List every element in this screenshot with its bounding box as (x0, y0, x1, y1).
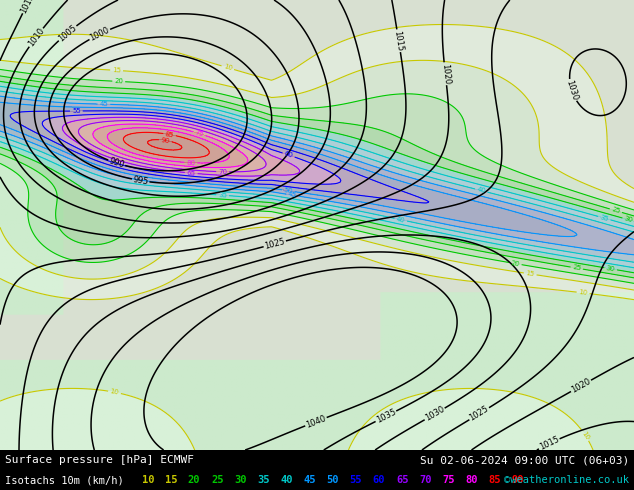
Text: 80: 80 (186, 160, 195, 166)
Text: 20: 20 (188, 475, 200, 485)
Text: 10: 10 (141, 475, 154, 485)
Text: 1030: 1030 (424, 405, 446, 423)
Text: 40: 40 (280, 475, 293, 485)
Text: 40: 40 (396, 216, 406, 223)
Text: 990: 990 (108, 156, 126, 170)
Text: 85: 85 (165, 131, 174, 138)
Text: 1040: 1040 (304, 414, 327, 430)
Text: 1015: 1015 (19, 0, 37, 14)
Text: 1030: 1030 (564, 79, 579, 102)
Text: 30: 30 (234, 475, 247, 485)
Text: 35: 35 (599, 214, 609, 222)
Text: 85: 85 (488, 475, 501, 485)
Text: 15: 15 (526, 270, 535, 277)
Text: 45: 45 (100, 101, 108, 107)
Text: 1015: 1015 (392, 30, 404, 52)
Text: 15: 15 (165, 475, 178, 485)
Text: Surface pressure [hPa] ECMWF: Surface pressure [hPa] ECMWF (5, 455, 194, 465)
Text: 45: 45 (288, 192, 297, 199)
Text: 90: 90 (512, 475, 524, 485)
Text: ©weatheronline.co.uk: ©weatheronline.co.uk (504, 475, 629, 485)
Text: 80: 80 (465, 475, 478, 485)
Text: 70: 70 (218, 169, 227, 175)
Text: 25: 25 (211, 475, 224, 485)
Text: 10: 10 (223, 64, 233, 72)
Text: 40: 40 (476, 187, 486, 195)
Text: 55: 55 (72, 108, 81, 114)
Text: 75: 75 (442, 475, 455, 485)
Text: 70: 70 (419, 475, 432, 485)
Text: 50: 50 (327, 475, 339, 485)
Text: 1020: 1020 (440, 63, 451, 85)
Text: 65: 65 (186, 170, 196, 176)
Text: 10: 10 (110, 389, 119, 396)
Text: 1025: 1025 (468, 404, 491, 423)
Text: 20: 20 (510, 260, 520, 267)
Text: 65: 65 (396, 475, 408, 485)
Text: 1000: 1000 (88, 25, 111, 43)
Text: 995: 995 (132, 175, 149, 186)
Text: Isotachs 10m (km/h): Isotachs 10m (km/h) (5, 475, 124, 485)
Text: 20: 20 (114, 78, 124, 85)
Text: 35: 35 (218, 192, 228, 198)
Text: 25: 25 (572, 265, 581, 272)
Text: 1005: 1005 (56, 23, 79, 43)
Text: 1035: 1035 (375, 408, 398, 425)
Text: 10: 10 (578, 290, 588, 296)
Text: 45: 45 (304, 475, 316, 485)
Text: 25: 25 (611, 207, 621, 215)
Text: 50: 50 (283, 187, 293, 195)
Text: 75: 75 (194, 129, 204, 138)
Text: 1015: 1015 (538, 435, 560, 452)
Text: 1010: 1010 (26, 26, 46, 49)
Text: 30: 30 (623, 216, 634, 224)
Text: 30: 30 (605, 265, 616, 272)
Text: 15: 15 (112, 67, 121, 74)
Text: 10: 10 (580, 430, 590, 441)
Text: 55: 55 (350, 475, 362, 485)
Text: 60: 60 (373, 475, 385, 485)
Text: 1025: 1025 (264, 237, 286, 251)
Text: 1020: 1020 (569, 377, 592, 395)
Text: Su 02-06-2024 09:00 UTC (06+03): Su 02-06-2024 09:00 UTC (06+03) (420, 455, 629, 465)
Text: 35: 35 (257, 475, 269, 485)
Text: 90: 90 (160, 137, 171, 144)
Text: 60: 60 (283, 151, 294, 159)
